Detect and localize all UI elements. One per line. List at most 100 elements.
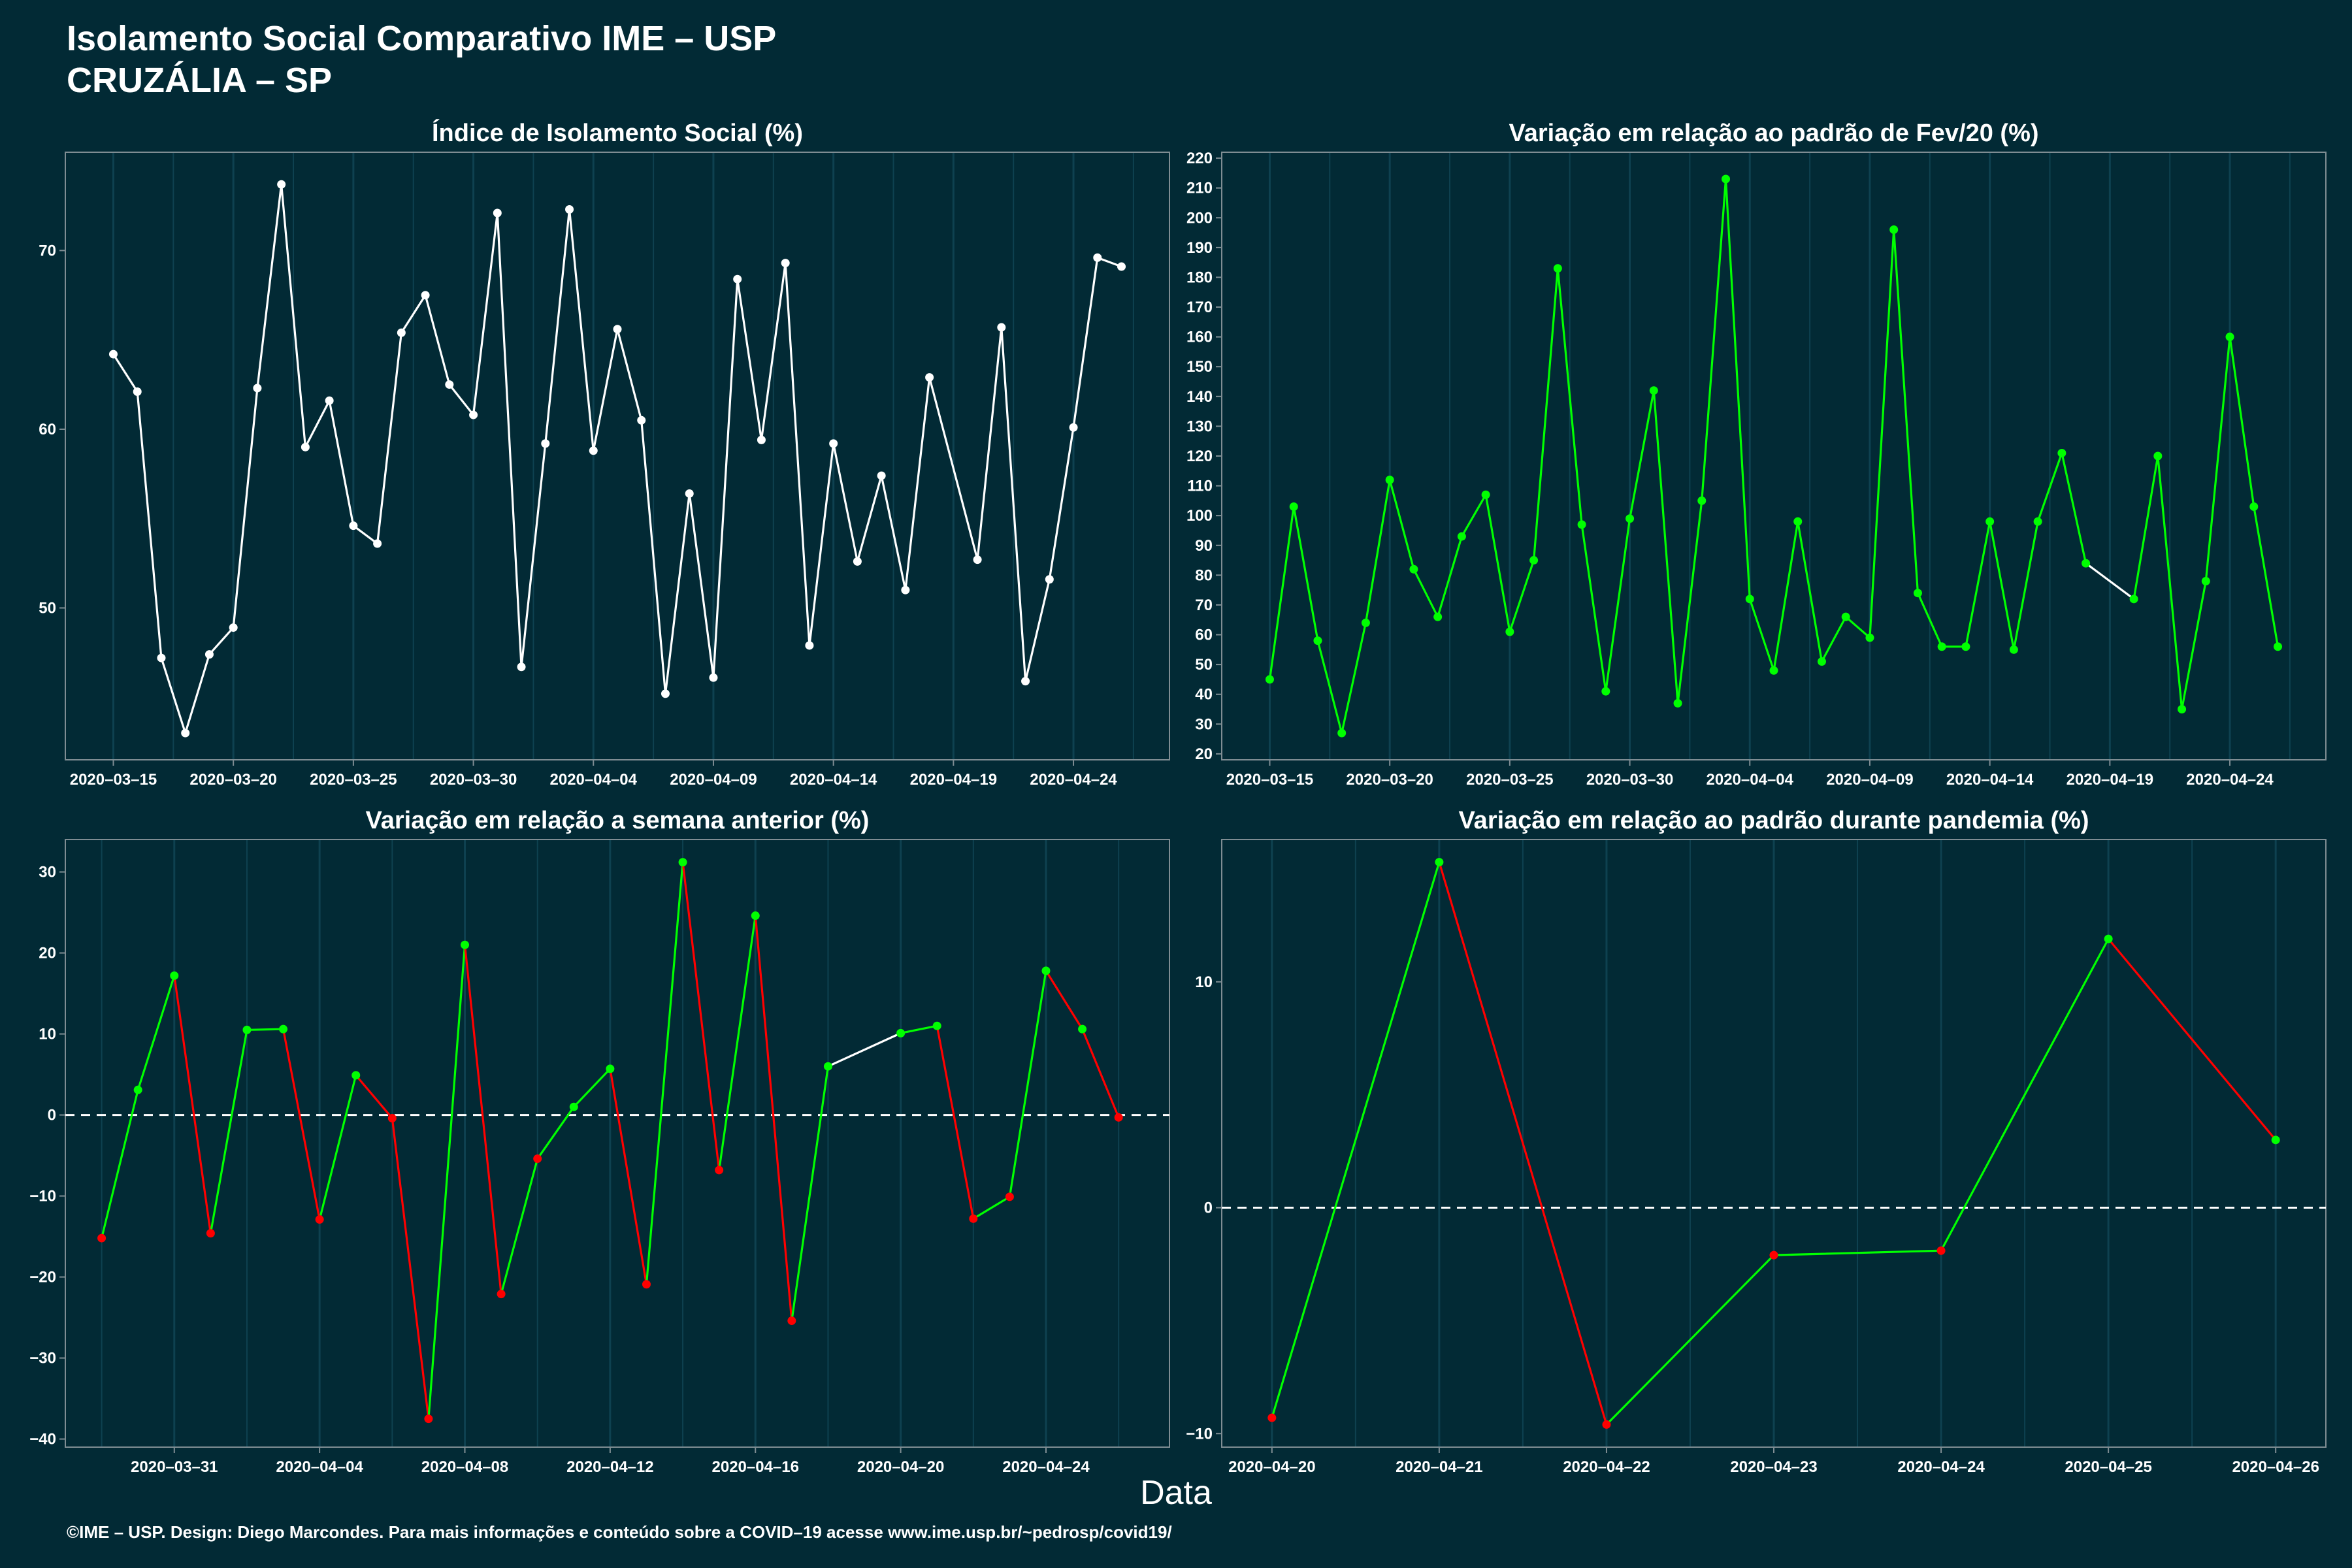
series-segment	[1271, 860, 1441, 1419]
series-segment	[472, 212, 498, 416]
series-segment	[1341, 621, 1367, 734]
y-tick-label: 150	[1186, 358, 1213, 376]
chart-panel-2: Variação em relação ao padrão de Fev/20 …	[1186, 120, 2327, 789]
series-segment	[427, 943, 466, 1420]
x-tick-label: 2020–03–25	[1466, 771, 1553, 789]
data-point	[1313, 636, 1322, 645]
series-segment	[2253, 505, 2279, 648]
series-segment	[318, 1074, 357, 1221]
series-segment	[100, 1088, 139, 1239]
series-segment	[256, 183, 283, 389]
data-point	[2009, 645, 2018, 654]
series-segment	[856, 474, 883, 563]
x-tick-label: 2020–03–15	[1226, 771, 1313, 789]
data-point	[1005, 1192, 1014, 1201]
series-segment	[572, 1068, 612, 1108]
series-segment	[1316, 640, 1343, 734]
page-title: Isolamento Social Comparativo IME – USP	[67, 19, 777, 58]
x-tick-label: 2020–03–30	[430, 771, 517, 789]
data-point	[637, 416, 646, 425]
y-tick-label: 70	[1195, 596, 1213, 614]
y-tick-label: 10	[39, 1026, 56, 1043]
series-segment	[2107, 938, 2277, 1141]
data-point	[1722, 174, 1731, 184]
series-segment	[1701, 178, 1727, 502]
data-point	[541, 439, 550, 448]
data-point	[757, 435, 766, 444]
series-segment	[1965, 520, 1991, 648]
series-segment	[1388, 478, 1415, 570]
series-segment	[328, 399, 355, 527]
data-point	[925, 373, 934, 382]
page-subtitle: CRUZÁLIA – SP	[67, 61, 333, 100]
series-segment	[2204, 336, 2231, 583]
series-segment	[1676, 499, 1703, 704]
x-tick-label: 2020–04–19	[910, 771, 997, 789]
series-segment	[880, 474, 907, 591]
x-tick-label: 2020–04–22	[1563, 1458, 1650, 1476]
y-tick-label: 60	[39, 421, 56, 438]
series-segment	[1045, 970, 1084, 1030]
series-segment	[1844, 615, 1871, 639]
data-point	[997, 323, 1006, 332]
series-segment	[2132, 455, 2159, 600]
data-point	[1553, 264, 1562, 273]
data-point	[2225, 333, 2234, 342]
y-tick-label: 180	[1186, 269, 1213, 286]
x-tick-label: 2020–04–24	[2186, 771, 2274, 789]
data-point	[2033, 517, 2042, 526]
plot-frame	[65, 152, 1170, 760]
series-segment	[1413, 568, 1439, 618]
plot-frame	[65, 839, 1170, 1448]
data-point	[973, 555, 982, 564]
data-point	[565, 205, 574, 214]
data-point	[2153, 451, 2163, 461]
series-segment	[1024, 578, 1051, 683]
data-point	[1889, 225, 1899, 235]
series-segment	[1081, 1028, 1120, 1119]
x-tick-label: 2020–04–14	[790, 771, 877, 789]
series-segment	[500, 1157, 539, 1296]
chart-panel-3: Variação em relação a semana anterior (%…	[29, 807, 1170, 1476]
chart-panel-4: Variação em relação ao padrão durante pa…	[1186, 807, 2327, 1476]
data-point	[1409, 564, 1418, 574]
data-point	[589, 446, 598, 455]
y-tick-label: 80	[1195, 566, 1213, 584]
data-point	[315, 1215, 324, 1224]
data-point	[1385, 475, 1394, 484]
data-point	[606, 1064, 615, 1073]
series-segment	[718, 914, 757, 1171]
series-segment	[1533, 267, 1559, 562]
x-tick-label: 2020–04–04	[276, 1458, 363, 1476]
series-segment	[826, 1032, 902, 1068]
data-point	[1936, 1246, 1946, 1255]
x-tick-label: 2020–04–08	[421, 1458, 508, 1476]
data-point	[2057, 448, 2066, 457]
y-tick-label: 0	[1204, 1200, 1213, 1217]
series-segment	[463, 943, 502, 1296]
series-segment	[400, 294, 427, 334]
data-point	[1045, 575, 1054, 584]
series-segment	[282, 1028, 321, 1221]
series-segment	[936, 1024, 975, 1220]
x-tick-label: 2020–04–04	[550, 771, 638, 789]
data-point	[1673, 698, 1682, 708]
series-segment	[184, 653, 211, 734]
data-point	[108, 350, 118, 359]
series-segment	[754, 914, 793, 1322]
data-point	[397, 328, 406, 337]
series-segment	[352, 525, 379, 545]
series-segment	[496, 212, 523, 668]
data-point	[493, 208, 502, 218]
data-point	[253, 384, 262, 393]
data-point	[1529, 556, 1539, 565]
footer-caption: ©IME – USP. Design: Diego Marcondes. Par…	[67, 1522, 1172, 1542]
data-point	[896, 1028, 906, 1037]
data-point	[2104, 934, 2113, 943]
data-point	[373, 539, 382, 548]
x-tick-label: 2020–04–24	[1002, 1458, 1090, 1476]
series-segment	[448, 383, 475, 416]
series-segment	[1008, 970, 1047, 1198]
data-point	[2129, 595, 2138, 604]
